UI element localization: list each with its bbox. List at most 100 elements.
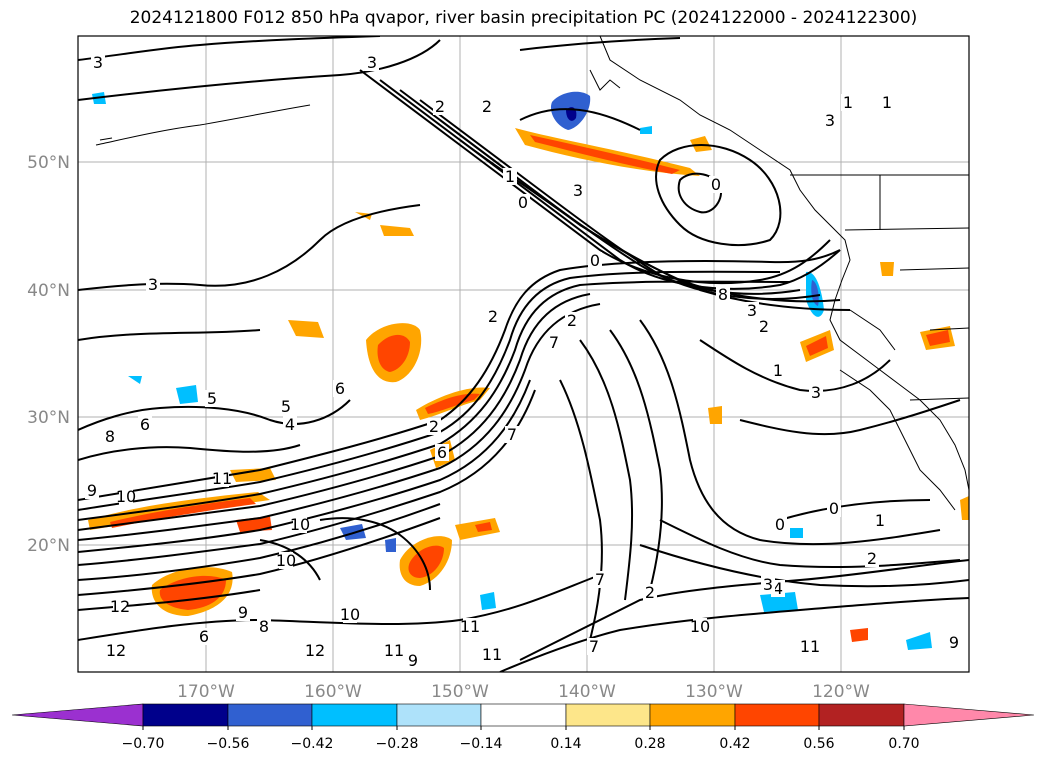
contour-label-bg [427, 418, 441, 435]
contour-label: 12 [305, 641, 325, 660]
contour-label-bg [486, 308, 500, 325]
contour-label-bg [236, 604, 250, 621]
contour-label: 8 [259, 617, 269, 636]
contour-label-bg [387, 642, 401, 659]
contour-label: 2 [429, 417, 439, 436]
contour-label: 1 [505, 167, 515, 186]
colorbar-ticks: −0.70 −0.56 −0.42 −0.28 −0.14 0.14 0.28 0.42 0.5… [122, 726, 920, 752]
contour-label: 2 [645, 583, 655, 602]
contour-label-bg [745, 302, 759, 319]
contour-label: 1 [882, 93, 892, 112]
contour-label: 0 [711, 175, 721, 194]
lat-label: 50°N [27, 153, 70, 173]
contour-label: 6 [199, 627, 209, 646]
contour-label: 3 [747, 301, 757, 320]
contour-label-bg [365, 54, 379, 71]
contour-label: 11 [800, 637, 820, 656]
contour-label-bg [343, 606, 357, 623]
contour-label-bg [85, 482, 99, 499]
colorbar-segment [480, 703, 567, 727]
contour-label-bg [257, 618, 271, 635]
contour-label-bg [587, 638, 601, 655]
contour-label: 5 [281, 397, 291, 416]
contour-label-bg [138, 416, 152, 433]
contour-label-bg [841, 94, 855, 111]
lon-label: 140°W [558, 682, 616, 702]
contour-label-bg [709, 176, 723, 193]
lon-label: 150°W [431, 682, 489, 702]
coastlines [95, 36, 969, 511]
contour-label: 7 [595, 570, 605, 589]
contour-label: 7 [589, 637, 599, 656]
chart-title: 2024121800 F012 850 hPa qvapor, river ba… [129, 8, 918, 28]
contour-label-bg [91, 54, 105, 71]
contour-label: 7 [507, 425, 517, 444]
contour-label: 0 [518, 193, 528, 212]
contour-label-bg [773, 516, 787, 533]
contour-label-bg [283, 416, 297, 433]
contour-label-bg [643, 584, 657, 601]
contour-label-bg [505, 426, 519, 443]
colorbar-segment [11, 703, 144, 727]
contour-label-bg [757, 318, 771, 335]
contour-label-bg [293, 516, 307, 533]
colorbar [11, 703, 1035, 727]
contour-label: 1 [875, 511, 885, 530]
colorbar-segment [903, 703, 1035, 727]
colorbar-tick-label: 0.42 [719, 736, 750, 752]
colorbar-segment [734, 703, 820, 727]
contour-label-bg [308, 642, 322, 659]
contour-label-bg [716, 286, 730, 303]
contour-label-bg [435, 444, 449, 461]
lon-labels: 170°W 160°W 150°W 140°W 130°W 120°W [177, 682, 870, 702]
lon-label: 120°W [812, 682, 870, 702]
contour-label: 0 [590, 251, 600, 270]
colorbar-tick-label: −0.14 [460, 736, 503, 752]
contour-label: 10 [690, 617, 710, 636]
colorbar-tick-label: −0.42 [291, 736, 334, 752]
contour-label-bg [485, 646, 499, 663]
contour-label: 1 [843, 93, 853, 112]
contour-label-bg [771, 362, 785, 379]
contour-label-bg [406, 652, 420, 669]
contour-label-bg [947, 634, 961, 651]
contour-label-bg [880, 94, 894, 111]
colorbar-tick-label: 0.56 [803, 736, 834, 752]
contour-label-bg [433, 98, 447, 115]
contour-label: 11 [212, 469, 232, 488]
contour-label: 3 [148, 275, 158, 294]
contour-label: 2 [759, 317, 769, 336]
contour-label-bg [547, 334, 561, 351]
contour-label: 8 [105, 427, 115, 446]
colorbar-segment [142, 703, 229, 727]
contour-label: 11 [460, 617, 480, 636]
contour-label: 2 [488, 307, 498, 326]
contour-label: 1 [773, 361, 783, 380]
contour-label: 12 [110, 597, 130, 616]
colorbar-segment [396, 703, 482, 727]
colorbar-tick-label: −0.28 [376, 736, 419, 752]
contour-label: 0 [829, 499, 839, 518]
contour-label: 5 [207, 389, 217, 408]
contour-label: 10 [340, 605, 360, 624]
contour-label: 6 [140, 415, 150, 434]
contour-label: 9 [87, 481, 97, 500]
contour-label-bg [761, 576, 775, 593]
colorbar-tick-label: 0.70 [888, 736, 919, 752]
plot-frame [77, 35, 970, 673]
contour-label: 4 [773, 579, 783, 598]
contour-label-bg [516, 194, 530, 211]
contour-label: 4 [285, 415, 295, 434]
contour-label: 10 [290, 515, 310, 534]
contour-label: 10 [276, 551, 296, 570]
contour-label: 3 [367, 53, 377, 72]
lon-label: 160°W [304, 682, 362, 702]
contour-label: 3 [573, 181, 583, 200]
contour-label: 3 [811, 383, 821, 402]
contour-label: 11 [482, 645, 502, 664]
colorbar-segment [311, 703, 398, 727]
contour-label-bg [803, 638, 817, 655]
lat-label: 40°N [27, 281, 70, 301]
contour-label: 3 [763, 575, 773, 594]
